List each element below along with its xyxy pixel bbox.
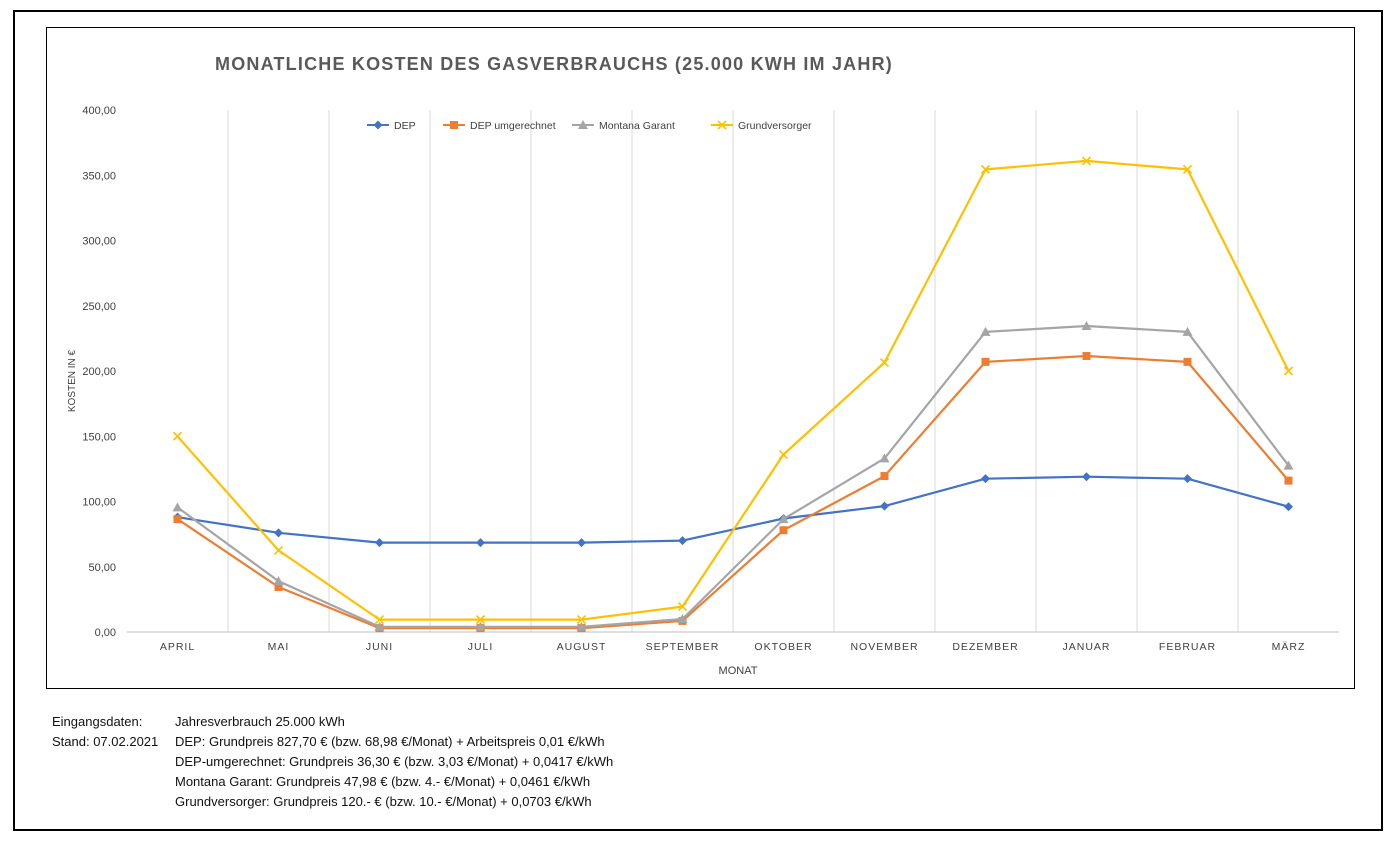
x-tick-label: AUGUST: [557, 641, 607, 653]
data-point-dep-umgerechnet: [779, 526, 788, 535]
data-point-grundversorger: [374, 615, 385, 625]
y-tick-label: 250,00: [82, 301, 116, 313]
x-tick-label: DEZEMBER: [952, 641, 1018, 653]
legend-label-grundversorger: Grundversorger: [738, 120, 812, 132]
x-tick-label: NOVEMBER: [850, 641, 918, 653]
y-tick-label: 100,00: [82, 497, 116, 509]
data-point-montana-garant: [576, 621, 587, 631]
data-point-dep-umgerechnet: [1183, 357, 1192, 366]
data-point-dep-umgerechnet: [880, 472, 889, 481]
data-point-dep: [981, 474, 990, 484]
data-point-montana-garant: [374, 621, 385, 631]
data-point-grundversorger: [172, 431, 183, 441]
info-line: Jahresverbrauch 25.000 kWh: [175, 714, 345, 729]
legend-label-dep-umgerechnet: DEP umgerechnet: [470, 120, 556, 132]
data-point-dep: [880, 501, 889, 511]
x-tick-label: MÄRZ: [1272, 641, 1306, 653]
data-point-grundversorger: [1283, 366, 1294, 376]
data-point-grundversorger: [576, 615, 587, 625]
y-tick-label: 50,00: [88, 562, 116, 574]
data-point-montana-garant: [172, 502, 183, 512]
data-point-dep-umgerechnet: [1082, 351, 1091, 360]
date-label: Stand: 07.02.2021: [52, 734, 159, 749]
series-line-dep-umgerechnet: [176, 354, 1290, 630]
data-point-montana-garant: [980, 326, 991, 336]
x-tick-label: MAI: [268, 641, 290, 653]
info-line: Montana Garant: Grundpreis 47,98 € (bzw.…: [175, 774, 591, 789]
y-tick-label: 400,00: [82, 105, 116, 117]
input-data-label: Eingangsdaten:: [52, 714, 143, 729]
data-point-dep: [274, 528, 283, 538]
legend-marker-grundversorger: [717, 120, 727, 130]
outer-frame: [13, 10, 1383, 831]
y-tick-label: 0,00: [95, 627, 116, 639]
x-tick-label: JULI: [468, 641, 494, 653]
data-point-dep-umgerechnet: [1284, 476, 1293, 485]
x-tick-label: FEBRUAR: [1159, 641, 1216, 653]
data-point-dep-umgerechnet: [274, 582, 283, 591]
data-point-montana-garant: [879, 453, 890, 463]
data-point-montana-garant: [273, 576, 284, 586]
data-point-montana-garant: [1283, 460, 1294, 470]
legend-marker-dep: [373, 120, 383, 130]
data-point-dep: [577, 538, 586, 548]
y-tick-label: 150,00: [82, 431, 116, 443]
x-axis-title: MONAT: [719, 665, 758, 677]
data-point-dep-umgerechnet: [981, 357, 990, 366]
data-point-montana-garant: [1081, 320, 1092, 330]
info-line: Grundversorger: Grundpreis 120.- € (bzw.…: [175, 794, 592, 809]
legend-marker-montana-garant: [578, 120, 588, 129]
data-point-montana-garant: [778, 514, 789, 524]
series-line-grundversorger: [176, 159, 1290, 621]
data-point-dep-umgerechnet: [173, 515, 182, 524]
y-tick-label: 350,00: [82, 170, 116, 182]
data-point-montana-garant: [475, 621, 486, 631]
data-point-dep: [678, 536, 687, 546]
y-tick-label: 300,00: [82, 236, 116, 248]
info-line: DEP-umgerechnet: Grundpreis 36,30 € (bzw…: [175, 754, 614, 769]
data-point-grundversorger: [1182, 164, 1193, 174]
data-point-grundversorger: [879, 357, 890, 368]
y-axis-title: KOSTEN IN €: [67, 349, 78, 412]
legend-label-montana-garant: Montana Garant: [599, 120, 675, 132]
data-point-dep: [1284, 502, 1293, 512]
data-point-montana-garant: [1182, 326, 1193, 336]
data-point-grundversorger: [778, 449, 789, 460]
data-point-grundversorger: [677, 601, 688, 612]
chart-title: MONATLICHE KOSTEN DES GASVERBRAUCHS (25.…: [215, 54, 893, 74]
info-line: DEP: Grundpreis 827,70 € (bzw. 68,98 €/M…: [175, 734, 605, 749]
x-tick-label: JUNI: [366, 641, 393, 653]
data-point-dep: [375, 538, 384, 548]
data-point-dep: [1183, 474, 1192, 484]
x-tick-label: JANUAR: [1062, 641, 1110, 653]
x-tick-label: OKTOBER: [754, 641, 812, 653]
line-chart: MONATLICHE KOSTEN DES GASVERBRAUCHS (25.…: [67, 54, 1339, 677]
data-point-grundversorger: [980, 164, 991, 174]
data-point-grundversorger: [273, 545, 284, 556]
legend-marker-dep-umgerechnet: [450, 121, 458, 129]
series-line-montana-garant: [176, 324, 1290, 628]
chart-area: MONATLICHE KOSTEN DES GASVERBRAUCHS (25.…: [46, 27, 1355, 689]
x-tick-label: SEPTEMBER: [646, 641, 720, 653]
data-point-grundversorger: [475, 615, 486, 625]
x-tick-label: APRIL: [160, 641, 195, 653]
y-tick-label: 200,00: [82, 366, 116, 378]
data-point-grundversorger: [1081, 156, 1092, 166]
data-point-dep: [1082, 472, 1091, 482]
legend-label-dep: DEP: [394, 120, 416, 132]
data-point-dep: [476, 538, 485, 548]
data-point-montana-garant: [677, 613, 688, 623]
